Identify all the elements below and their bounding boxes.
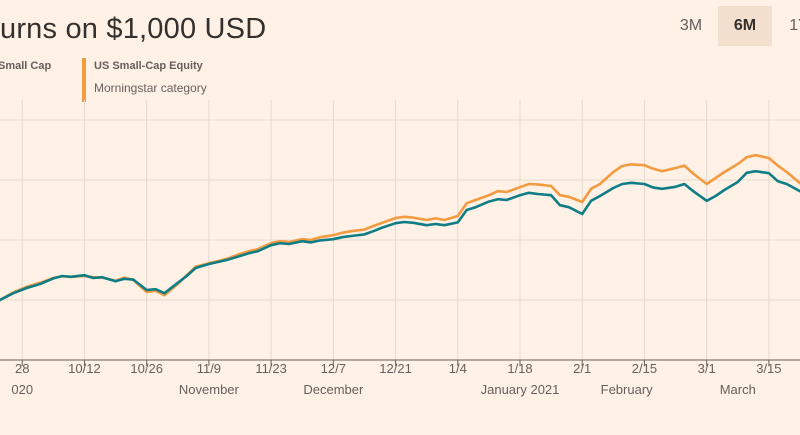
x-tick-label: 3/15 <box>756 361 781 376</box>
x-tick-label: 12/7 <box>321 361 346 376</box>
x-tick-label: 12/21 <box>379 361 412 376</box>
tab-6m[interactable]: 6M <box>718 6 772 46</box>
month-label: January 2021 <box>481 382 560 397</box>
series-line-small-cap-equity <box>0 153 800 302</box>
x-tick-label: 3/1 <box>698 361 716 376</box>
tab-3m[interactable]: 3M <box>679 17 703 34</box>
x-tick-label: 11/23 <box>255 361 287 376</box>
month-label: November <box>179 382 240 397</box>
x-tick-label: 10/26 <box>130 361 163 376</box>
series-line-small-cap <box>0 169 800 302</box>
legend-sublabel-category: Morningstar category <box>94 81 207 95</box>
legend-swatch-small-cap-equity <box>82 58 86 102</box>
x-tick-label: 28 <box>15 361 29 376</box>
x-tick-label: 2/1 <box>573 361 591 376</box>
x-tick-label: 1/18 <box>507 361 532 376</box>
month-label: February <box>601 382 654 397</box>
x-tick-label: 10/12 <box>68 361 101 376</box>
month-label: March <box>720 382 756 397</box>
legend-label-small-cap-equity: US Small-Cap Equity <box>94 60 203 72</box>
x-tick-label: 1/4 <box>449 361 467 376</box>
chart-title: urns on $1,000 USD <box>0 13 267 45</box>
month-label: December <box>303 382 364 397</box>
month-label: 020 <box>11 382 33 397</box>
range-tabs: 3M 6M 1Y <box>664 6 800 46</box>
tab-1y[interactable]: 1Y <box>789 17 800 34</box>
x-tick-label: 2/15 <box>632 361 657 376</box>
x-tick-label: 11/9 <box>197 361 221 376</box>
legend-label-small-cap: Small Cap <box>0 60 52 72</box>
